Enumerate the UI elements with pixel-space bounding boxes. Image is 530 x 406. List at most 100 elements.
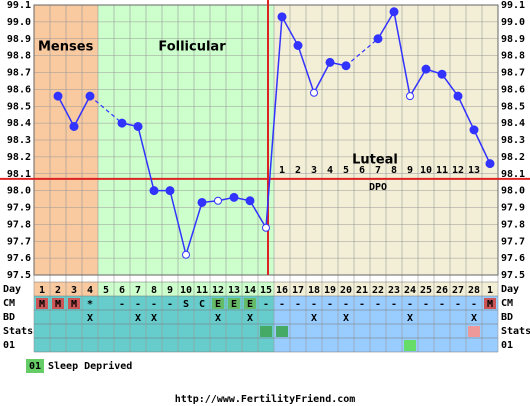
y-tick-label-right: 97.8 bbox=[501, 219, 525, 230]
temperature-point bbox=[437, 69, 447, 79]
day-number: 18 bbox=[308, 285, 320, 296]
cell-text: - bbox=[135, 299, 141, 310]
cell-box bbox=[484, 298, 496, 309]
phase-label: Luteal bbox=[352, 153, 398, 168]
y-tick-label-right: 98.6 bbox=[501, 84, 525, 95]
cell-text: - bbox=[423, 299, 429, 310]
cell-box bbox=[36, 298, 48, 309]
temperature-point-open bbox=[182, 250, 190, 259]
temperature-point bbox=[53, 91, 63, 101]
cell-text: X bbox=[151, 313, 157, 324]
y-tick-label-right: 98.2 bbox=[501, 152, 525, 163]
y-tick-label-right: 97.5 bbox=[501, 270, 525, 281]
cell-text: - bbox=[471, 299, 477, 310]
y-tick-label: 97.7 bbox=[7, 236, 31, 247]
day-number: 1 bbox=[487, 285, 493, 296]
day-label-right: Day bbox=[501, 284, 519, 295]
day-number: 14 bbox=[244, 285, 256, 296]
day-number: 10 bbox=[180, 285, 192, 296]
day-number: 22 bbox=[372, 285, 384, 296]
phase-label: Follicular bbox=[158, 40, 226, 55]
cell-text: M bbox=[55, 299, 61, 310]
y-tick-label: 98.8 bbox=[7, 51, 31, 62]
y-tick-label-right: 97.6 bbox=[501, 253, 525, 264]
cell-text: - bbox=[375, 299, 381, 310]
day-number: 2 bbox=[55, 285, 61, 296]
row-label: 01 bbox=[3, 340, 15, 351]
temperature-point bbox=[117, 118, 127, 128]
y-tick-label-right: 98.9 bbox=[501, 34, 525, 45]
dpo-number: 6 bbox=[359, 165, 365, 176]
y-tick-label-right: 97.9 bbox=[501, 203, 525, 214]
y-tick-label-right: 97.7 bbox=[501, 236, 525, 247]
cell-text: E bbox=[215, 299, 221, 310]
temperature-point-open bbox=[310, 88, 318, 97]
day-number: 6 bbox=[119, 285, 125, 296]
y-tick-label: 99.0 bbox=[7, 17, 31, 28]
temperature-line bbox=[377, 9, 491, 164]
cell-box bbox=[68, 298, 80, 309]
cell-text: - bbox=[343, 299, 349, 310]
temperature-point bbox=[373, 34, 383, 44]
cell-box bbox=[244, 298, 256, 309]
y-tick-label-right: 99.1 bbox=[501, 0, 525, 11]
y-tick-label-right: 98.7 bbox=[501, 68, 525, 79]
dpo-number: 9 bbox=[407, 165, 413, 176]
temperature-point bbox=[149, 186, 159, 196]
temperature-point bbox=[325, 57, 335, 67]
dpo-label: DPO bbox=[369, 182, 387, 193]
y-tick-label: 98.1 bbox=[7, 169, 31, 180]
day-number: 5 bbox=[103, 285, 109, 296]
dpo-number: 10 bbox=[420, 165, 432, 176]
row-label: BD bbox=[3, 312, 15, 323]
day-number: 9 bbox=[167, 285, 173, 296]
cell-text: M bbox=[71, 299, 77, 310]
row-label: CM bbox=[3, 298, 15, 309]
day-number: 3 bbox=[71, 285, 77, 296]
temperature-point bbox=[293, 41, 303, 50]
day-number: 12 bbox=[212, 285, 224, 296]
day-row-background bbox=[98, 282, 274, 296]
cell-text: C bbox=[199, 299, 205, 310]
day-number: 4 bbox=[87, 285, 93, 296]
temperature-point bbox=[229, 192, 239, 202]
cell-box bbox=[260, 326, 272, 337]
cell-text: - bbox=[151, 299, 157, 310]
y-tick-label: 98.7 bbox=[7, 68, 31, 79]
day-number: 20 bbox=[340, 285, 352, 296]
cell-box bbox=[52, 298, 64, 309]
y-tick-label: 98.9 bbox=[7, 34, 31, 45]
day-number: 23 bbox=[388, 285, 400, 296]
y-tick-label: 98.5 bbox=[7, 101, 31, 112]
row-label-right: BD bbox=[501, 312, 513, 323]
plot-border bbox=[33, 4, 499, 276]
day-number: 8 bbox=[151, 285, 157, 296]
y-tick-label: 99.1 bbox=[7, 0, 31, 11]
day-number: 25 bbox=[420, 285, 432, 296]
cell-text: - bbox=[327, 299, 333, 310]
cell-text: X bbox=[247, 313, 253, 324]
cell-text: - bbox=[263, 299, 269, 310]
day-number: 26 bbox=[436, 285, 448, 296]
cell-text: X bbox=[471, 313, 477, 324]
dpo-number: 5 bbox=[343, 165, 349, 176]
y-tick-label: 98.0 bbox=[7, 186, 31, 197]
cell-box bbox=[212, 298, 224, 309]
cell-box bbox=[404, 340, 416, 351]
cell-text: - bbox=[455, 299, 461, 310]
temperature-point bbox=[421, 64, 431, 74]
temperature-point-open bbox=[406, 92, 414, 101]
y-tick-label-right: 98.3 bbox=[501, 135, 525, 146]
day-number: 27 bbox=[452, 285, 464, 296]
temperature-point bbox=[485, 159, 495, 169]
row-label-right: 01 bbox=[501, 340, 513, 351]
temperature-point bbox=[453, 91, 463, 101]
cell-text: * bbox=[87, 299, 93, 310]
y-tick-label: 97.9 bbox=[7, 203, 31, 214]
y-tick-label-right: 98.4 bbox=[501, 118, 525, 129]
cell-box bbox=[468, 326, 480, 337]
row-label-right: Stats bbox=[501, 326, 530, 337]
cell-text: - bbox=[167, 299, 173, 310]
cell-text: - bbox=[295, 299, 301, 310]
day-number: 19 bbox=[324, 285, 336, 296]
